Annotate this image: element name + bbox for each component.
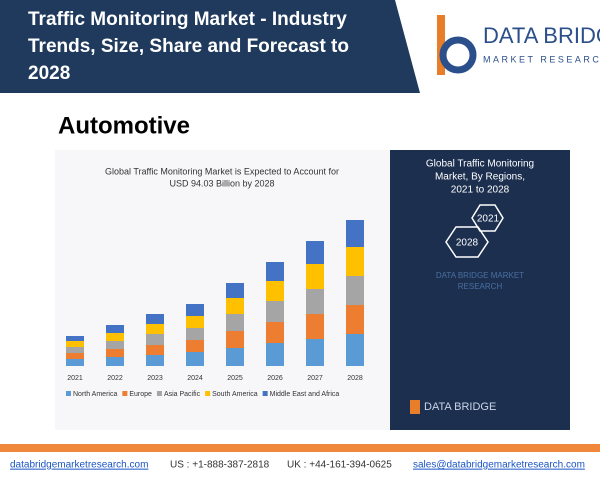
bar-segment <box>66 336 84 341</box>
bar-segment <box>346 305 364 334</box>
bar-segment <box>266 322 284 343</box>
panel-watermark: DATA BRIDGE MARKET <box>436 271 524 280</box>
panel-title: Global Traffic Monitoring <box>426 159 534 170</box>
bar-segment <box>66 359 84 366</box>
footer-band <box>0 444 600 452</box>
bar-segment <box>146 345 164 355</box>
x-tick-label: 2025 <box>227 375 243 382</box>
bar-segment <box>186 328 204 340</box>
x-tick-label: 2028 <box>347 375 363 382</box>
bar-segment <box>266 343 284 366</box>
bar-segment <box>346 334 364 366</box>
side-panel <box>390 150 570 430</box>
legend-swatch <box>156 391 162 396</box>
panel-title: 2021 to 2028 <box>451 185 510 196</box>
legend-label: Asia Pacific <box>164 391 201 398</box>
bar-segment <box>106 341 124 349</box>
bar-segment <box>266 262 284 281</box>
x-tick-label: 2026 <box>267 375 283 382</box>
footer-website[interactable]: databridgemarketresearch.com <box>10 460 148 471</box>
bar-segment <box>66 347 84 353</box>
panel-watermark: RESEARCH <box>458 282 503 291</box>
x-tick-label: 2023 <box>147 375 163 382</box>
bar-segment <box>306 314 324 339</box>
bar-segment <box>146 334 164 345</box>
legend-label: Europe <box>129 391 152 398</box>
bar-segment <box>66 341 84 347</box>
bar-segment <box>186 304 204 316</box>
bar-segment <box>306 339 324 366</box>
slide-title: Traffic Monitoring Market - Industry <box>28 9 347 30</box>
logo-area <box>395 0 600 93</box>
logo-name: DATA BRIDGE <box>483 23 600 48</box>
bar-segment <box>266 281 284 301</box>
panel-logo: DATA BRIDGE <box>424 401 496 413</box>
x-tick-label: 2022 <box>107 375 123 382</box>
x-tick-label: 2027 <box>307 375 323 382</box>
bar-segment <box>226 314 244 331</box>
bar-segment <box>266 301 284 322</box>
bar-segment <box>146 355 164 366</box>
footer-email[interactable]: sales@databridgemarketresearch.com <box>413 460 585 471</box>
slide-title: Trends, Size, Share and Forecast to <box>28 36 349 57</box>
bar-segment <box>226 283 244 298</box>
legend-swatch <box>66 391 71 396</box>
bar-segment <box>66 353 84 359</box>
bar-segment <box>346 247 364 276</box>
bar-segment <box>186 340 204 352</box>
bar-segment <box>306 241 324 264</box>
bar-segment <box>186 316 204 328</box>
bar-segment <box>226 331 244 348</box>
bar-segment <box>146 314 164 324</box>
bar-segment <box>106 333 124 341</box>
chart-title: USD 94.03 Billion by 2028 <box>169 178 274 188</box>
logo-tagline: MARKET RESEARCH <box>483 54 600 64</box>
legend-swatch <box>122 391 128 396</box>
chart-title: Global Traffic Monitoring Market is Expe… <box>105 166 339 176</box>
bar-segment <box>106 357 124 366</box>
chart-area <box>55 150 390 430</box>
footer-phone-us: US : +1-888-387-2818 <box>170 460 270 471</box>
hexagon-label: 2028 <box>456 238 479 249</box>
footer-phone-uk: UK : +44-161-394-0625 <box>287 460 392 471</box>
bar-segment <box>226 298 244 314</box>
hexagon-label: 2021 <box>477 214 500 225</box>
logo-icon <box>437 15 477 75</box>
logo-bar <box>437 15 445 75</box>
x-tick-label: 2024 <box>187 375 203 382</box>
bar-segment <box>186 352 204 366</box>
bar-segment <box>346 220 364 247</box>
x-tick-label: 2021 <box>67 375 83 382</box>
bar-segment <box>306 289 324 314</box>
hexagon <box>471 204 504 232</box>
legend-label: South America <box>212 391 258 398</box>
bar-segment <box>226 348 244 366</box>
legend-swatch <box>262 391 268 396</box>
legend-swatch <box>205 391 211 396</box>
legend-label: North America <box>73 391 117 398</box>
bar-segment <box>306 264 324 289</box>
bar-segment <box>146 324 164 334</box>
panel-title: Market, By Regions, <box>435 172 525 183</box>
bar-segment <box>106 349 124 357</box>
panel-logo-icon <box>410 400 420 414</box>
bar-segment <box>106 325 124 333</box>
hexagon <box>445 226 489 258</box>
logo-ring <box>439 36 477 74</box>
slide-subtitle: Automotive <box>58 112 190 139</box>
legend-label: Middle East and Africa <box>270 391 340 398</box>
bar-segment <box>346 276 364 305</box>
slide-title: 2028 <box>28 63 70 84</box>
